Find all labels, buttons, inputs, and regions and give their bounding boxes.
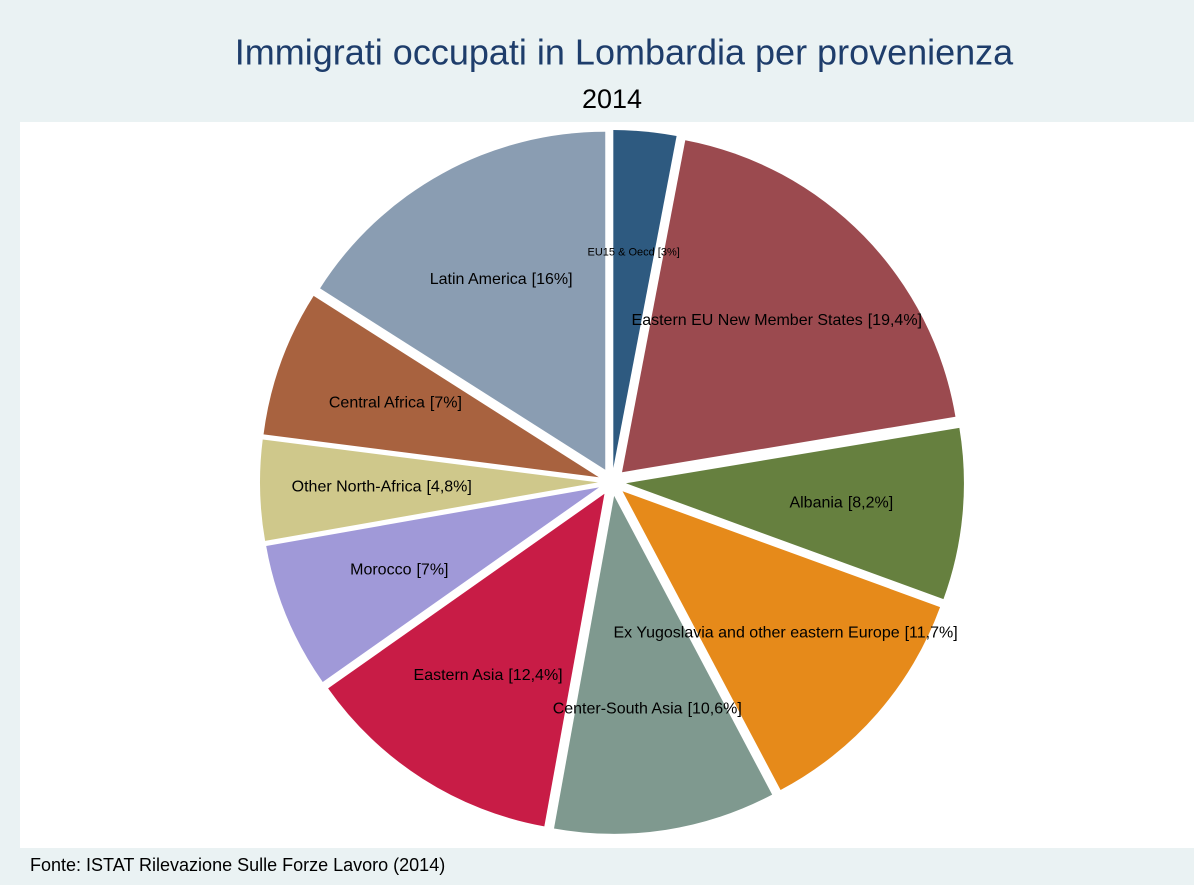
slice-label: Morocco [7%] (350, 562, 448, 579)
slice-category: Latin America (430, 271, 527, 288)
slice-category: EU15 & Oecd (588, 247, 655, 259)
slice-label: Latin America [16%] (430, 271, 573, 288)
slice-category: Albania (789, 495, 842, 512)
pie-slice (263, 295, 599, 478)
pie-slice (554, 495, 773, 834)
slice-label: Center-South Asia [10,6%] (553, 701, 742, 718)
slice-label: Eastern EU New Member States [19,4%] (632, 312, 922, 329)
slice-category: Center-South Asia (553, 701, 683, 718)
pie-slice (320, 131, 606, 470)
slice-value-label: [7%] (430, 395, 462, 412)
slice-category: Morocco (350, 562, 411, 579)
pie-slice (622, 140, 956, 473)
slice-value-label: [4,8%] (426, 479, 471, 496)
slice-label: Ex Yugoslavia and other eastern Europe [1… (613, 625, 957, 642)
slice-label: EU15 & Oecd [3%] (588, 247, 680, 259)
chart-title: Immigrati occupati in Lombardia per prov… (235, 32, 1014, 73)
source-note: Fonte: ISTAT Rilevazione Sulle Forze Lav… (30, 855, 445, 875)
slice-label: Eastern Asia [12,4%] (414, 667, 563, 684)
slice-value-label: [19,4%] (868, 312, 922, 329)
chart-subtitle: 2014 (582, 84, 642, 114)
slice-label: Central Africa [7%] (329, 395, 462, 412)
pie-slice (622, 491, 941, 790)
slice-value-label: [12,4%] (508, 667, 562, 684)
slice-value-label: [16%] (532, 271, 573, 288)
slice-category: Central Africa (329, 395, 425, 412)
slice-value-label: [7%] (416, 562, 448, 579)
pie-slice (625, 427, 964, 600)
slice-value-label: [10,6%] (688, 701, 742, 718)
slice-label: Other North-Africa [4,8%] (292, 479, 472, 496)
pie-slice (260, 439, 599, 541)
slice-value-label: [3%] (658, 247, 680, 259)
slice-category: Eastern EU New Member States (632, 312, 863, 329)
slice-category: Ex Yugoslavia and other eastern Europe (613, 625, 899, 642)
slice-value-label: [11,7%] (905, 625, 958, 642)
slice-category: Other North-Africa (292, 479, 422, 496)
slice-value-label: [8,2%] (848, 495, 893, 512)
pie-slice (328, 493, 605, 827)
slice-category: Eastern Asia (414, 667, 504, 684)
slice-label: Albania [8,2%] (789, 495, 893, 512)
pie-slice (266, 487, 600, 682)
pie-slice (613, 130, 677, 469)
